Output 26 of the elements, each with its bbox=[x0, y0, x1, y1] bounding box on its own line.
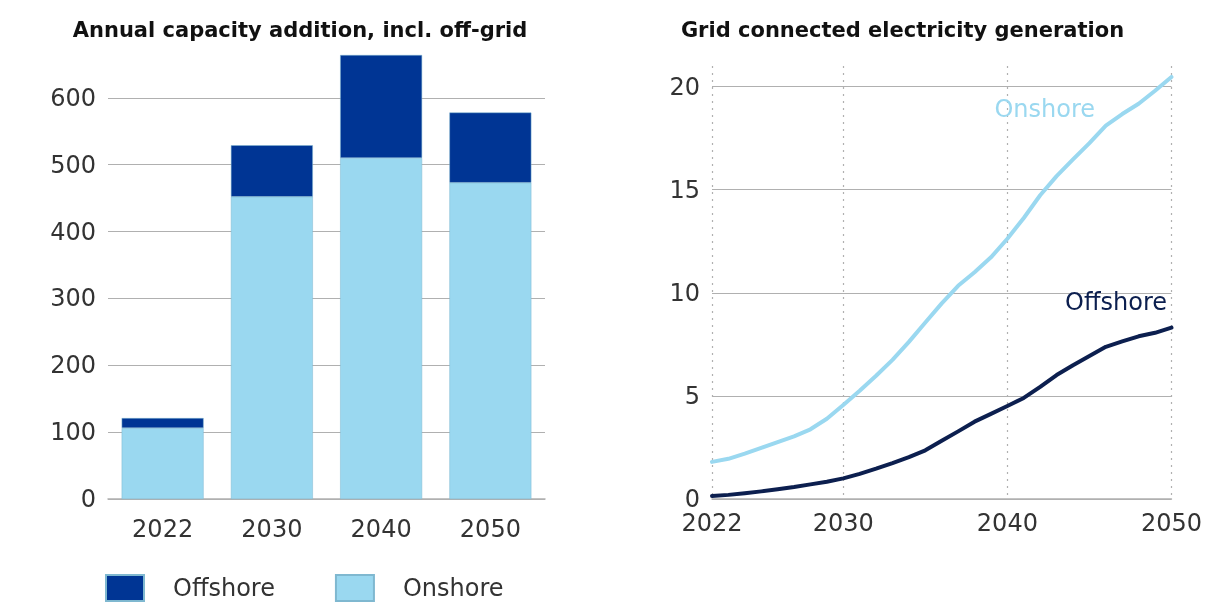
y-tick-label: 600 bbox=[50, 83, 96, 112]
y-tick-label: 100 bbox=[50, 418, 96, 447]
line-series bbox=[710, 325, 1174, 498]
y-tick-label: 0 bbox=[80, 485, 96, 513]
x-tick-label: 2040 bbox=[350, 515, 412, 543]
x-tick-label: 2050 bbox=[1140, 509, 1202, 537]
legend-label: Onshore bbox=[402, 574, 504, 602]
y-tick-label: 200 bbox=[50, 351, 96, 380]
line-series bbox=[710, 74, 1174, 464]
y-tick-label: 15 bbox=[669, 175, 700, 204]
y-tick-label: 300 bbox=[50, 284, 96, 313]
y-tick-label: 20 bbox=[669, 72, 700, 101]
x-tick-label: 2050 bbox=[459, 515, 521, 543]
y-tick-label: 500 bbox=[50, 150, 96, 179]
legend-label: Offshore bbox=[173, 574, 275, 602]
chart-title: Annual capacity addition, incl. off-grid bbox=[72, 17, 528, 42]
y-tick-label: 400 bbox=[50, 217, 96, 246]
chart-title: Grid connected electricity generation bbox=[680, 17, 1125, 42]
x-tick-label: 2022 bbox=[132, 515, 194, 543]
y-tick-label: 5 bbox=[684, 381, 700, 410]
series-label: Offshore bbox=[1065, 287, 1168, 316]
series-label: Onshore bbox=[994, 94, 1095, 123]
x-tick-label: 2030 bbox=[812, 509, 874, 537]
y-tick-label: 10 bbox=[669, 278, 700, 307]
x-tick-label: 2040 bbox=[976, 509, 1038, 537]
x-tick-label: 2030 bbox=[241, 515, 303, 543]
